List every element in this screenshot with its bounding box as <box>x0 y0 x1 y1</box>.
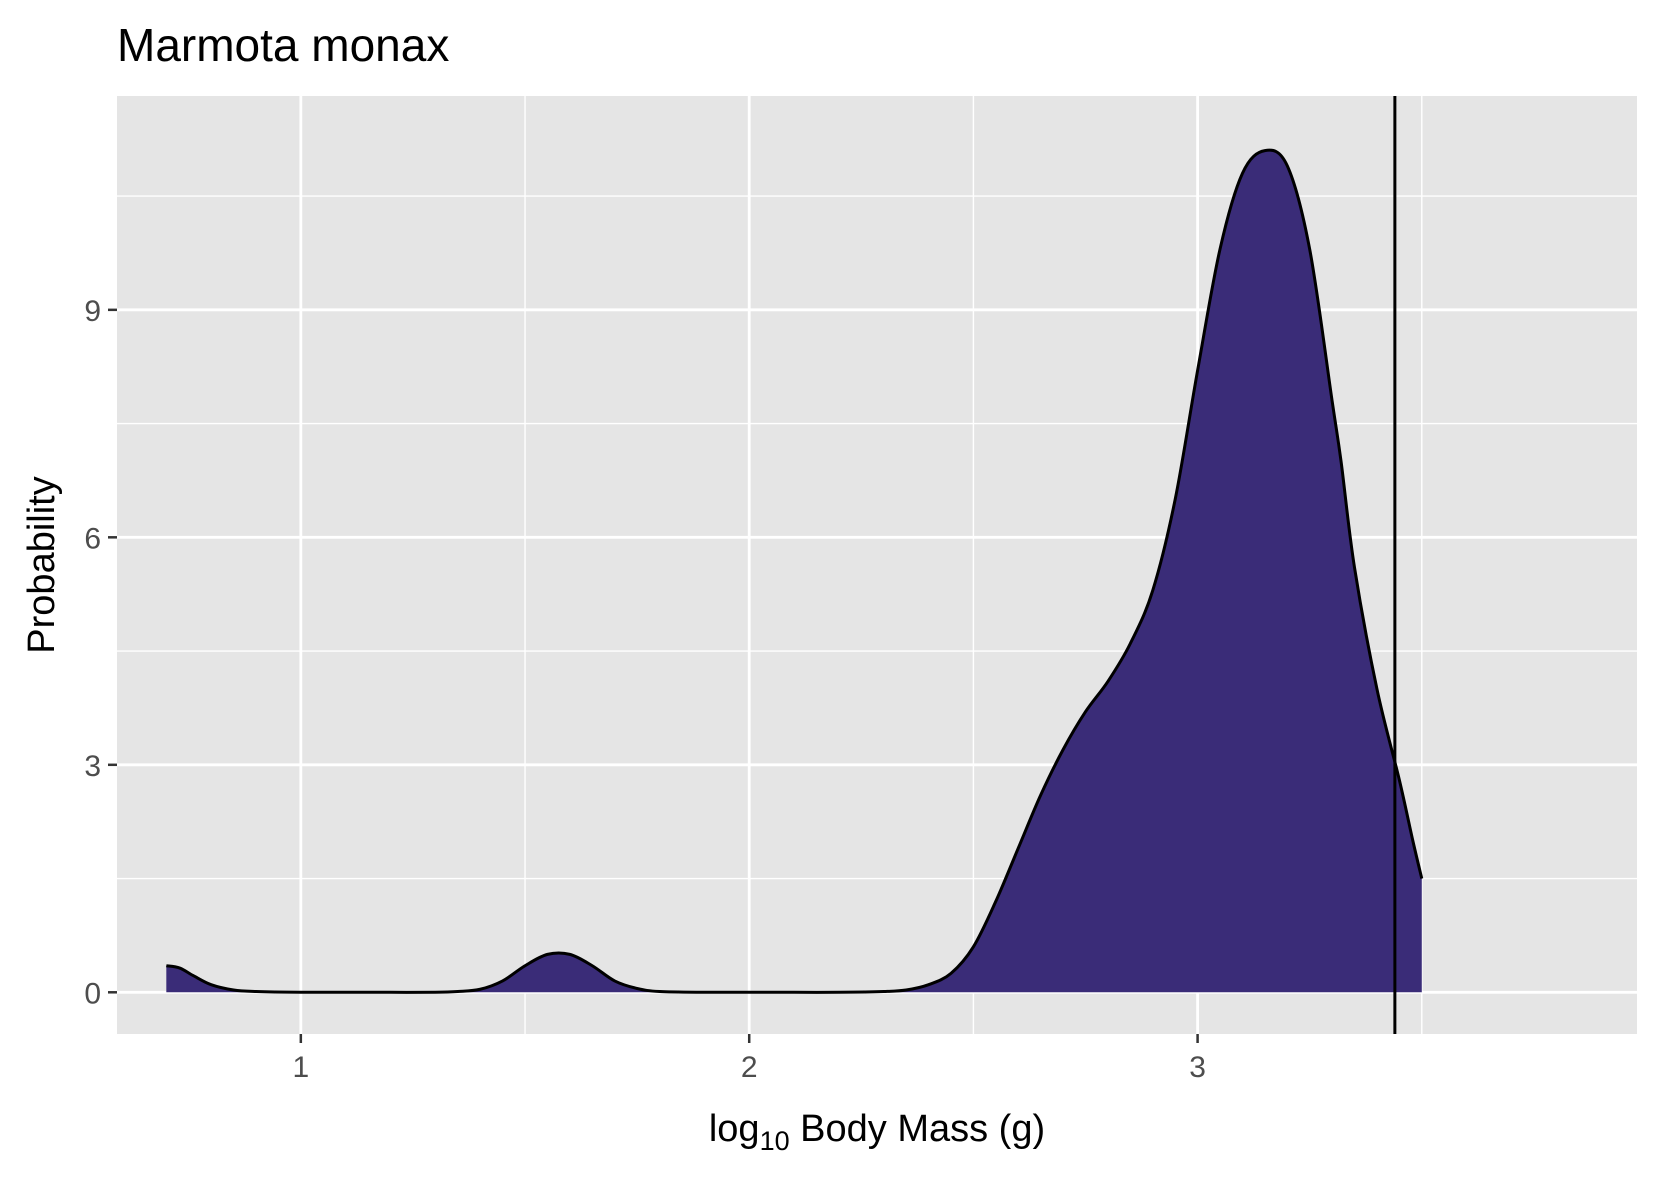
y-tick-label: 6 <box>84 522 101 555</box>
y-axis: 0 3 6 9 <box>84 295 117 1010</box>
x-axis-title: log10 Body Mass (g) <box>709 1108 1045 1156</box>
x-tick-label: 3 <box>1189 1051 1206 1084</box>
x-axis-title-subscript: 10 <box>760 1126 790 1156</box>
x-axis-title-suffix: Body Mass (g) <box>790 1108 1046 1150</box>
minor-gridlines <box>75 96 1637 1034</box>
x-axis: 1 2 3 <box>292 1034 1206 1084</box>
x-tick-label: 1 <box>292 1051 309 1084</box>
density-curve <box>166 148 1424 994</box>
y-tick-label: 0 <box>84 977 101 1010</box>
y-tick-label: 9 <box>84 295 101 328</box>
chart-title: Marmota monax <box>117 19 449 71</box>
y-axis-title: Probability <box>21 476 63 653</box>
density-area <box>166 150 1422 993</box>
x-axis-title-prefix: log <box>709 1108 760 1150</box>
x-tick-label: 2 <box>741 1051 758 1084</box>
y-tick-label: 3 <box>84 750 101 783</box>
